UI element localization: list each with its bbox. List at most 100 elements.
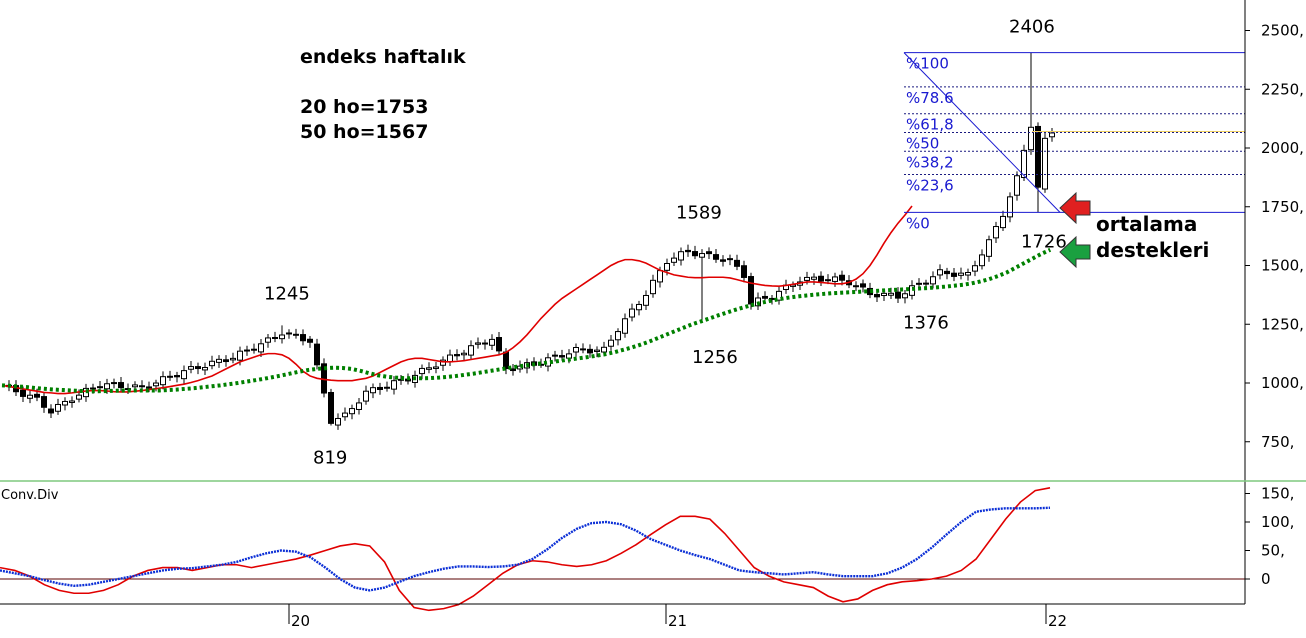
red-arrow-icon bbox=[1059, 191, 1091, 225]
candle-body bbox=[69, 400, 75, 403]
price-label: 1589 bbox=[676, 203, 722, 224]
candle-body bbox=[811, 276, 817, 280]
candle-body bbox=[573, 347, 579, 353]
candle-body bbox=[223, 359, 229, 363]
candle-body bbox=[244, 349, 250, 352]
candle-body bbox=[48, 408, 54, 414]
candle-body bbox=[97, 386, 103, 389]
candle-body bbox=[188, 366, 194, 370]
ma20-note: 20 ho=1753 bbox=[300, 96, 429, 118]
candle-body bbox=[286, 332, 292, 335]
candle-body bbox=[685, 249, 691, 253]
candle-body bbox=[594, 349, 600, 352]
candle-body bbox=[860, 283, 866, 288]
candle-body bbox=[20, 389, 26, 397]
candle-body bbox=[132, 384, 138, 388]
candle-body bbox=[776, 290, 782, 301]
fib-level-label: %23,6 bbox=[906, 177, 954, 195]
candle-body bbox=[832, 276, 838, 282]
candle-body bbox=[1035, 125, 1041, 188]
candle-body bbox=[468, 345, 474, 356]
osc-signal-line bbox=[0, 487, 1051, 612]
candle-body bbox=[629, 308, 635, 318]
candle-body bbox=[167, 375, 173, 378]
x-tick-label: 21 bbox=[668, 612, 687, 630]
candle-body bbox=[1021, 149, 1027, 179]
candle-body bbox=[174, 375, 180, 378]
candle-body bbox=[391, 380, 397, 390]
candle-body bbox=[265, 337, 271, 343]
candle-body bbox=[916, 282, 922, 285]
candle-body bbox=[713, 254, 719, 260]
price-label: 2406 bbox=[1009, 17, 1055, 38]
price-tick-label: 1000, bbox=[1261, 374, 1304, 392]
candle-body bbox=[314, 343, 320, 366]
candle-body bbox=[965, 271, 971, 276]
candle-body bbox=[692, 251, 698, 257]
candle-body bbox=[356, 402, 362, 410]
candle-body bbox=[699, 253, 705, 258]
osc-title: Conv.Div bbox=[1, 488, 59, 503]
candle-body bbox=[818, 275, 824, 282]
support-annotation-line1: ortalama bbox=[1096, 212, 1198, 236]
price-label: 819 bbox=[313, 448, 347, 469]
fib-level-label: %78.6 bbox=[906, 89, 954, 107]
candle-body bbox=[461, 352, 467, 356]
candle-body bbox=[482, 342, 488, 345]
candle-body bbox=[139, 385, 145, 388]
candle-body bbox=[993, 226, 999, 239]
candle-body bbox=[293, 333, 299, 336]
candle-body bbox=[734, 259, 740, 267]
candle-body bbox=[923, 282, 929, 285]
candle-body bbox=[370, 387, 376, 394]
candle-body bbox=[580, 348, 586, 351]
candle-body bbox=[160, 376, 166, 386]
candle-body bbox=[76, 394, 82, 400]
candle-body bbox=[118, 382, 124, 389]
candle-body bbox=[146, 386, 152, 389]
fib-level-label: %50 bbox=[906, 134, 939, 152]
price-tick-label: 1250, bbox=[1261, 315, 1304, 333]
osc-tick-label: 0 bbox=[1261, 570, 1271, 588]
candle-body bbox=[300, 334, 306, 342]
candle-body bbox=[111, 382, 117, 385]
support-annotation-line2: destekleri bbox=[1096, 238, 1210, 262]
candle-body bbox=[90, 387, 96, 390]
price-panel: %100 %78.6 %61,8%50%38,2 %23,6 %0 bbox=[1, 52, 1245, 430]
price-tick-label: 2250, bbox=[1261, 80, 1304, 98]
osc-main-line bbox=[0, 506, 1051, 592]
candle-body bbox=[895, 291, 901, 299]
candle-body bbox=[1000, 215, 1006, 229]
fib-level-label: %100 bbox=[906, 55, 949, 73]
candle-body bbox=[181, 370, 187, 380]
candle-body bbox=[930, 276, 936, 285]
ma50-note: 50 ho=1567 bbox=[300, 121, 429, 143]
candle-body bbox=[335, 417, 341, 426]
oscillator-panel: Conv.Div bbox=[0, 487, 1245, 612]
candle-body bbox=[342, 412, 348, 418]
price-label: 1256 bbox=[692, 347, 738, 368]
candle-body bbox=[881, 292, 887, 296]
candle-body bbox=[489, 338, 495, 346]
osc-tick-label: 150, bbox=[1261, 485, 1294, 503]
candle-body bbox=[944, 270, 950, 275]
candle-body bbox=[258, 343, 264, 353]
candle-body bbox=[552, 354, 558, 357]
price-tick-label: 750, bbox=[1261, 433, 1294, 451]
candle-body bbox=[888, 292, 894, 296]
candle-body bbox=[951, 272, 957, 277]
candle-body bbox=[237, 350, 243, 361]
candle-body bbox=[559, 355, 565, 358]
candle-body bbox=[657, 270, 663, 283]
candle-body bbox=[216, 358, 222, 363]
candle-body bbox=[230, 357, 236, 361]
candle-body bbox=[972, 265, 978, 272]
candle-body bbox=[62, 400, 68, 406]
candle-body bbox=[825, 279, 831, 282]
candle-body bbox=[384, 386, 390, 389]
price-labels: 2406 1245 819 1589 1256 1376 1726 bbox=[264, 17, 1067, 469]
candle-body bbox=[979, 254, 985, 267]
candle-body bbox=[279, 334, 285, 340]
